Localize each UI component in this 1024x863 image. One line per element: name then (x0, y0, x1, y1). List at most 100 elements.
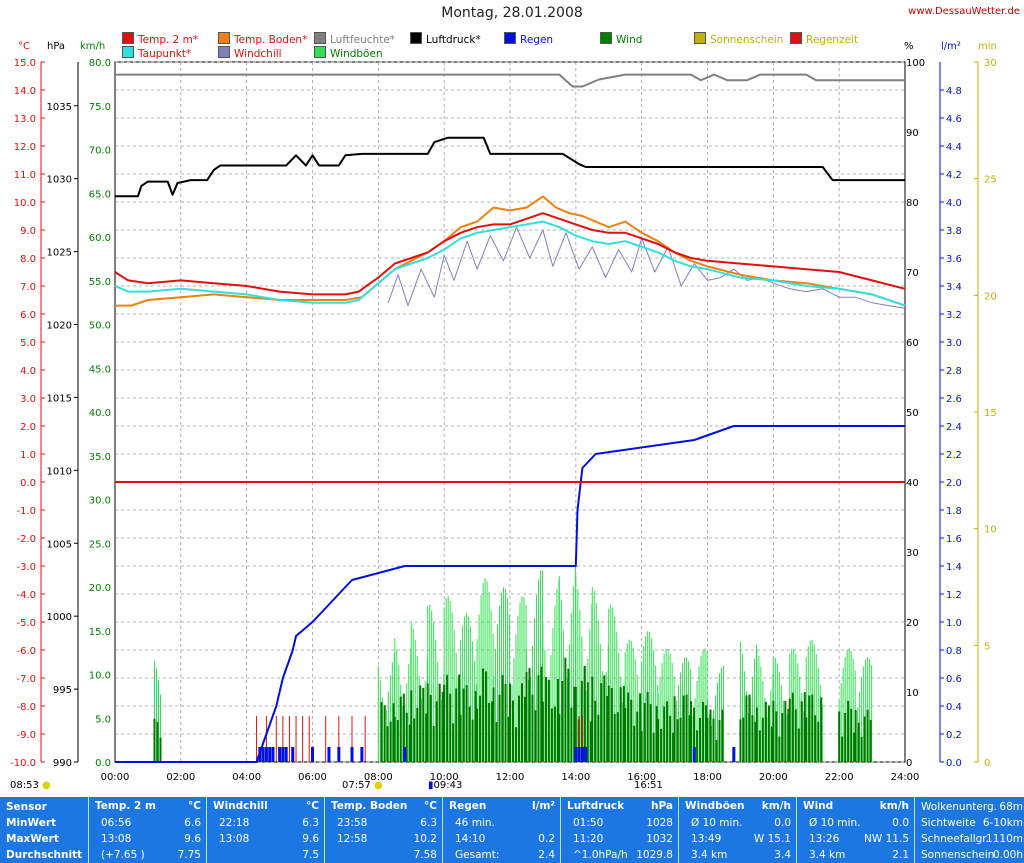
legend-item: Regenzeit (790, 32, 858, 46)
lm2-tick-label: 3.2 (946, 310, 962, 321)
x-tick-label: 14:00 (561, 772, 590, 783)
x-tick-label: 04:00 (232, 772, 261, 783)
stats-unit: °C (306, 800, 319, 812)
temp-tick-label: 14.0 (14, 86, 36, 97)
stats-block-misc: Wolkenunterg. 68m Sichtweite 6-10km Schneefa… (914, 797, 1024, 863)
hpa-tick-label: 990 (53, 758, 72, 769)
sunset-time: 16:51 (634, 780, 663, 791)
stats-title: Temp. 2 m (95, 800, 156, 812)
x-tick-label: 08:00 (364, 772, 393, 783)
stats-row-label: 13:08 (219, 833, 250, 845)
temp-tick-label: -4.0 (16, 590, 36, 601)
stats-unit: km/h (761, 800, 791, 812)
hpa-tick-label: 1025 (47, 248, 72, 259)
temp-tick-label: 2.0 (20, 422, 36, 433)
stats-labels: Sensor MinWert MaxWert Durchschnitt (0, 797, 88, 863)
stats-unit: km/h (879, 800, 909, 812)
kmh-tick-label: 40.0 (89, 408, 111, 419)
stats-row-label: Ø 10 min. (809, 817, 861, 829)
x-tick-label: 24:00 (891, 772, 920, 783)
legend-item: Luftfeuchte* (314, 32, 395, 46)
kmh-tick-label: 70.0 (89, 146, 111, 157)
temp-tick-label: -9.0 (16, 730, 36, 741)
stats-block-regen: Regen l/m² 46 min. 14:10 0.2 Gesamt: 2.4 (442, 797, 561, 863)
min-unit: min (978, 41, 997, 52)
legend-label: Temp. Boden* (234, 34, 308, 46)
min-tick-label: 10 (984, 525, 997, 536)
pct-tick-label: 30 (906, 548, 919, 559)
min-tick-label: 15 (984, 408, 997, 419)
temp-tick-label: -1.0 (16, 506, 36, 517)
series-luftdruck (115, 136, 905, 198)
kmh-tick-label: 45.0 (89, 364, 111, 375)
min-tick-label: 0 (984, 758, 990, 769)
lm2-tick-label: 4.2 (946, 170, 962, 181)
x-tick-label: 06:00 (298, 772, 327, 783)
x-tick-label: 16:00 (627, 772, 656, 783)
stats-row-label: 13:08 (101, 833, 132, 845)
misc-label: Sonnenschein (921, 849, 995, 861)
lm2-tick-label: 0.8 (946, 646, 962, 657)
weather-chart: -10.0 -9.0 -8.0 -7.0 -6.0 -5.0 -4.0 -3.0 -2.0 -1.… (10, 58, 997, 783)
lm2-tick-label: 3.6 (946, 254, 962, 265)
lm2-tick-label: 4.8 (946, 86, 962, 97)
legend-label: Temp. 2 m* (138, 34, 199, 46)
hpa-tick-label: 1005 (47, 539, 72, 550)
legend-swatch (410, 32, 422, 44)
lm2-tick-label: 1.2 (946, 590, 962, 601)
lm2-tick-label: 1.4 (946, 562, 962, 573)
legend-item: Taupunkt* (122, 46, 191, 60)
kmh-tick-label: 0.0 (95, 758, 111, 769)
x-tick-label: 22:00 (825, 772, 854, 783)
pct-tick-label: 90 (906, 128, 919, 139)
stats-row-label: 06:56 (101, 817, 132, 829)
stats-title: Temp. Boden (331, 800, 408, 812)
stats-row-label: 3.4 km (691, 849, 728, 861)
chart-title: Montag, 28.01.2008 (441, 5, 583, 21)
kmh-tick-label: 5.0 (95, 714, 111, 725)
series-luftfeuchte (115, 73, 905, 88)
stats-row-value: 6.6 (184, 817, 201, 829)
temp-tick-label: -8.0 (16, 702, 36, 713)
series-windchill (387, 226, 906, 309)
site-url[interactable]: www.DessauWetter.de (908, 6, 1020, 17)
legend-swatch (790, 32, 802, 44)
kmh-tick-label: 20.0 (89, 583, 111, 594)
stats-row-label: 46 min. (455, 817, 495, 829)
rain-mark-time: ▮09:43 (428, 780, 463, 791)
pct-tick-label: 100 (906, 58, 925, 69)
kmh-tick-label: 15.0 (89, 627, 111, 638)
legend-label: Taupunkt* (138, 48, 192, 60)
pct-tick-label: 10 (906, 688, 919, 699)
temp-tick-label: 1.0 (20, 450, 36, 461)
stats-unit: °C (188, 800, 201, 812)
hpa-tick-label: 995 (53, 685, 72, 696)
lm2-tick-label: 3.4 (946, 282, 962, 293)
misc-value: 6-10km (982, 817, 1023, 829)
lm2-tick-label: 3.8 (946, 226, 962, 237)
label-max: MaxWert (6, 833, 59, 845)
lm2-tick-label: 2.6 (946, 394, 962, 405)
stats-row-label: 14:10 (455, 833, 486, 845)
stats-block-druck: Luftdruck hPa 01:50 1028 11:20 1032 ^1.0hPa/h 1… (560, 797, 679, 863)
stats-block-boeen: Windböen km/h Ø 10 min. 0.0 13:49 W 15.1 3.4 k… (678, 797, 797, 863)
lm2-tick-label: 0.6 (946, 674, 962, 685)
stats-row-value: 0.0 (774, 817, 791, 829)
legend-label: Regenzeit (806, 34, 859, 46)
stats-row-value: 2.4 (538, 849, 555, 861)
kmh-tick-label: 60.0 (89, 233, 111, 244)
legend-item: Wind (600, 32, 642, 46)
misc-label: Wolkenunterg. (921, 801, 997, 813)
lm2-tick-label: 2.4 (946, 422, 962, 433)
misc-value: 68m (999, 801, 1023, 813)
temp-tick-label: 8.0 (20, 254, 36, 265)
lm2-tick-label: 2.0 (946, 478, 962, 489)
stats-row-value: 0.2 (538, 833, 555, 845)
kmh-tick-label: 75.0 (89, 102, 111, 113)
kmh-tick-label: 10.0 (89, 671, 111, 682)
temp-tick-label: -2.0 (16, 534, 36, 545)
lm2-tick-label: 1.0 (946, 618, 962, 629)
stats-row-value: 3.4 (774, 849, 791, 861)
x-tick-label: 02:00 (166, 772, 195, 783)
lm2-tick-label: 2.8 (946, 366, 962, 377)
